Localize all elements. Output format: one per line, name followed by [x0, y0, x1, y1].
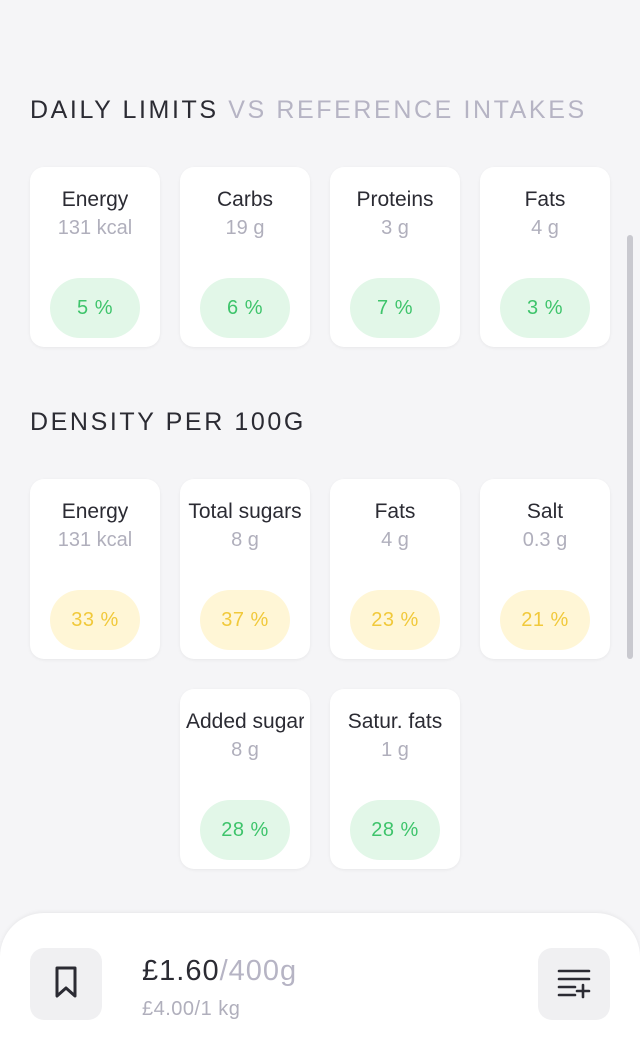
card-name: Total sugars [188, 500, 302, 523]
price-value: £1.60 [142, 955, 220, 987]
percent-badge: 28 % [350, 800, 440, 860]
card-amount: 8 g [231, 739, 259, 761]
card-name: Fats [524, 188, 566, 211]
percent-badge: 28 % [200, 800, 290, 860]
add-to-list-button[interactable] [538, 948, 610, 1020]
card-name: Salt [526, 500, 564, 523]
daily-limits-title-text: DAILY LIMITS [30, 96, 219, 124]
card-name: Energy [61, 500, 129, 523]
card-amount: 3 g [381, 217, 409, 239]
density-card-energy[interactable]: Energy 131 kcal 33 % [30, 479, 160, 659]
density-card-salt[interactable]: Salt 0.3 g 21 % [480, 479, 610, 659]
percent-badge: 23 % [350, 590, 440, 650]
percent-badge: 6 % [200, 278, 290, 338]
density-title: DENSITY PER 100G [30, 408, 306, 436]
limit-card-fats[interactable]: Fats 4 g 3 % [480, 167, 610, 347]
daily-limits-title: DAILY LIMITS VS REFERENCE INTAKES [30, 96, 587, 125]
card-name: Energy [61, 188, 129, 211]
density-card-total-sugars[interactable]: Total sugars 8 g 37 % [180, 479, 310, 659]
card-name: Added sugars [186, 710, 304, 733]
limit-card-carbs[interactable]: Carbs 19 g 6 % [180, 167, 310, 347]
daily-limits-subtitle: VS REFERENCE INTAKES [228, 96, 587, 124]
card-amount: 19 g [225, 217, 265, 239]
price: £1.60/400g [142, 955, 297, 988]
density-cards: Energy 131 kcal 33 % Total sugars 8 g 37… [30, 479, 610, 659]
percent-badge: 33 % [50, 590, 140, 650]
card-name: Satur. fats [347, 710, 443, 733]
density-cards-secondary: Added sugars 8 g 28 % Satur. fats 1 g 28… [180, 689, 460, 869]
price-per-kg: £4.00/1 kg [142, 998, 241, 1020]
percent-badge: 37 % [200, 590, 290, 650]
card-amount: 1 g [381, 739, 409, 761]
limit-card-proteins[interactable]: Proteins 3 g 7 % [330, 167, 460, 347]
card-name: Proteins [356, 188, 434, 211]
card-amount: 8 g [231, 529, 259, 551]
limit-card-energy[interactable]: Energy 131 kcal 5 % [30, 167, 160, 347]
scrollbar[interactable] [627, 235, 633, 659]
card-amount: 131 kcal [57, 217, 133, 239]
density-card-saturated-fats[interactable]: Satur. fats 1 g 28 % [330, 689, 460, 869]
density-card-added-sugars[interactable]: Added sugars 8 g 28 % [180, 689, 310, 869]
bookmark-button[interactable] [30, 948, 102, 1020]
card-amount: 0.3 g [522, 529, 568, 551]
card-amount: 4 g [531, 217, 559, 239]
card-name: Fats [374, 500, 416, 523]
daily-limits-cards: Energy 131 kcal 5 % Carbs 19 g 6 % Prote… [30, 167, 610, 347]
card-amount: 131 kcal [57, 529, 133, 551]
percent-badge: 21 % [500, 590, 590, 650]
card-name: Carbs [216, 188, 274, 211]
bookmark-icon [51, 965, 81, 1004]
density-card-fats[interactable]: Fats 4 g 23 % [330, 479, 460, 659]
card-amount: 4 g [381, 529, 409, 551]
percent-badge: 7 % [350, 278, 440, 338]
percent-badge: 5 % [50, 278, 140, 338]
percent-badge: 3 % [500, 278, 590, 338]
price-unit: /400g [219, 955, 298, 987]
playlist-add-icon [555, 965, 593, 1004]
bottom-bar: £1.60/400g £4.00/1 kg [0, 913, 640, 1052]
